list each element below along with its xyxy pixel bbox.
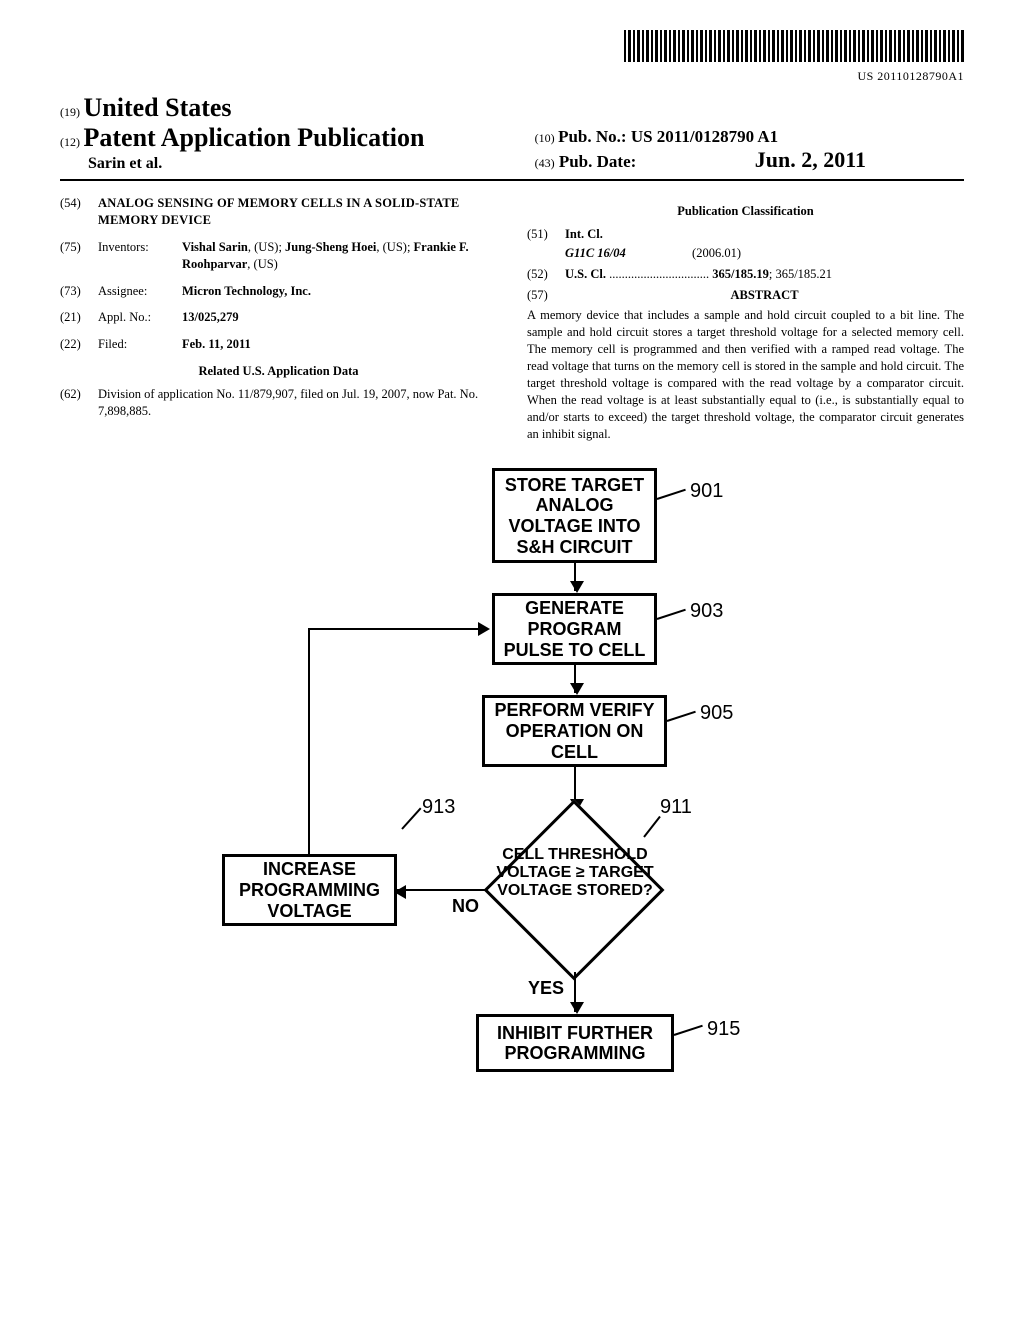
filed-code: (22) bbox=[60, 336, 98, 353]
flowchart-figure: STORE TARGET ANALOG VOLTAGE INTO S&H CIR… bbox=[60, 468, 964, 1088]
filed-label: Filed: bbox=[98, 336, 182, 353]
appl-no: 13/025,279 bbox=[182, 310, 239, 324]
assignee: Micron Technology, Inc. bbox=[182, 284, 311, 298]
uscl-dots: ................................ bbox=[609, 267, 709, 281]
uscl-rest: ; 365/185.21 bbox=[769, 267, 832, 281]
abstract-code: (57) bbox=[527, 287, 565, 304]
lead-905 bbox=[667, 711, 696, 722]
appl-label: Appl. No.: bbox=[98, 309, 182, 326]
ref-915: 915 bbox=[707, 1018, 740, 1041]
intcl-code: (51) bbox=[527, 226, 565, 243]
authors-et-al: Sarin et al. bbox=[60, 155, 535, 173]
ref-911: 911 bbox=[660, 796, 692, 819]
box-915: INHIBIT FURTHER PROGRAMMING bbox=[476, 1014, 674, 1072]
loop-hline bbox=[308, 628, 480, 630]
label-yes: YES bbox=[528, 978, 564, 999]
loop-arrowhead bbox=[478, 622, 490, 636]
box-905-text: PERFORM VERIFY OPERATION ON CELL bbox=[493, 700, 656, 762]
biblio-columns: (54) ANALOG SENSING OF MEMORY CELLS IN A… bbox=[60, 195, 964, 442]
right-column: Publication Classification (51) Int. Cl.… bbox=[527, 195, 964, 442]
inventors-code: (75) bbox=[60, 239, 98, 273]
intcl-year: (2006.01) bbox=[692, 246, 741, 260]
assignee-label: Assignee: bbox=[98, 283, 182, 300]
country: United States bbox=[84, 93, 232, 122]
header-left: (19) United States (12) Patent Applicati… bbox=[60, 93, 535, 173]
publication-type: Patent Application Publication bbox=[84, 123, 425, 152]
arrow-911-913 bbox=[396, 889, 486, 891]
division-text: Division of application No. 11/879,907, … bbox=[98, 386, 497, 420]
lead-913 bbox=[401, 808, 421, 830]
intcl-label: Int. Cl. bbox=[565, 227, 603, 241]
pub-no: US 2011/0128790 A1 bbox=[631, 127, 778, 146]
box-903-text: GENERATE PROGRAM PULSE TO CELL bbox=[503, 598, 646, 660]
label-no: NO bbox=[452, 896, 479, 917]
appl-code: (21) bbox=[60, 309, 98, 326]
box-901-text: STORE TARGET ANALOG VOLTAGE INTO S&H CIR… bbox=[503, 475, 646, 558]
barcode-label: US 20110128790A1 bbox=[857, 69, 964, 83]
lead-911 bbox=[643, 816, 661, 838]
related-heading: Related U.S. Application Data bbox=[60, 363, 497, 380]
box-905: PERFORM VERIFY OPERATION ON CELL bbox=[482, 695, 667, 767]
flowchart: STORE TARGET ANALOG VOLTAGE INTO S&H CIR… bbox=[212, 468, 812, 1088]
arrow-911-915 bbox=[574, 972, 576, 1012]
lead-901 bbox=[657, 489, 686, 500]
lead-903 bbox=[657, 609, 686, 620]
box-913: INCREASE PROGRAMMING VOLTAGE bbox=[222, 854, 397, 926]
box-901: STORE TARGET ANALOG VOLTAGE INTO S&H CIR… bbox=[492, 468, 657, 563]
code-10: (10) bbox=[535, 131, 555, 145]
classification-heading: Publication Classification bbox=[527, 203, 964, 220]
header-row: (19) United States (12) Patent Applicati… bbox=[60, 93, 964, 181]
abstract-heading: ABSTRACT bbox=[730, 288, 798, 302]
inventors-label: Inventors: bbox=[98, 239, 182, 273]
ref-913: 913 bbox=[422, 796, 455, 819]
patent-page: US 20110128790A1 (19) United States (12)… bbox=[0, 0, 1024, 1128]
box-915-text: INHIBIT FURTHER PROGRAMMING bbox=[487, 1023, 663, 1064]
header-right: (10) Pub. No.: US 2011/0128790 A1 (43) P… bbox=[535, 127, 964, 173]
invention-title: ANALOG SENSING OF MEMORY CELLS IN A SOLI… bbox=[98, 195, 497, 229]
code-43: (43) bbox=[535, 156, 555, 170]
arrow-901-903 bbox=[574, 563, 576, 591]
box-903: GENERATE PROGRAM PULSE TO CELL bbox=[492, 593, 657, 665]
pub-date: Jun. 2, 2011 bbox=[755, 147, 866, 172]
pub-date-label: Pub. Date: bbox=[559, 152, 636, 171]
title-code: (54) bbox=[60, 195, 98, 229]
arrow-903-905 bbox=[574, 665, 576, 693]
pub-no-label: Pub. No.: bbox=[558, 127, 626, 146]
uscl-code: (52) bbox=[527, 266, 565, 283]
code-19: (19) bbox=[60, 105, 80, 119]
uscl-label: U.S. Cl. bbox=[565, 267, 606, 281]
left-column: (54) ANALOG SENSING OF MEMORY CELLS IN A… bbox=[60, 195, 497, 442]
inventors: Vishal Sarin, (US); Jung-Sheng Hoei, (US… bbox=[182, 239, 497, 273]
filed-date: Feb. 11, 2011 bbox=[182, 337, 251, 351]
barcode-area: US 20110128790A1 bbox=[60, 30, 964, 85]
code-12: (12) bbox=[60, 135, 80, 149]
division-code: (62) bbox=[60, 386, 98, 420]
abstract-text: A memory device that includes a sample a… bbox=[527, 307, 964, 442]
intcl-class: G11C 16/04 bbox=[565, 246, 626, 260]
assignee-code: (73) bbox=[60, 283, 98, 300]
loop-vline bbox=[308, 628, 310, 854]
ref-901: 901 bbox=[690, 480, 723, 503]
diamond-911-text: CELL THRESHOLD VOLTAGE ≥ TARGET VOLTAGE … bbox=[490, 846, 660, 899]
uscl-main: 365/185.19 bbox=[712, 267, 769, 281]
ref-903: 903 bbox=[690, 600, 723, 623]
ref-905: 905 bbox=[700, 702, 733, 725]
barcode bbox=[624, 30, 964, 62]
box-913-text: INCREASE PROGRAMMING VOLTAGE bbox=[233, 859, 386, 921]
lead-915 bbox=[674, 1025, 703, 1036]
